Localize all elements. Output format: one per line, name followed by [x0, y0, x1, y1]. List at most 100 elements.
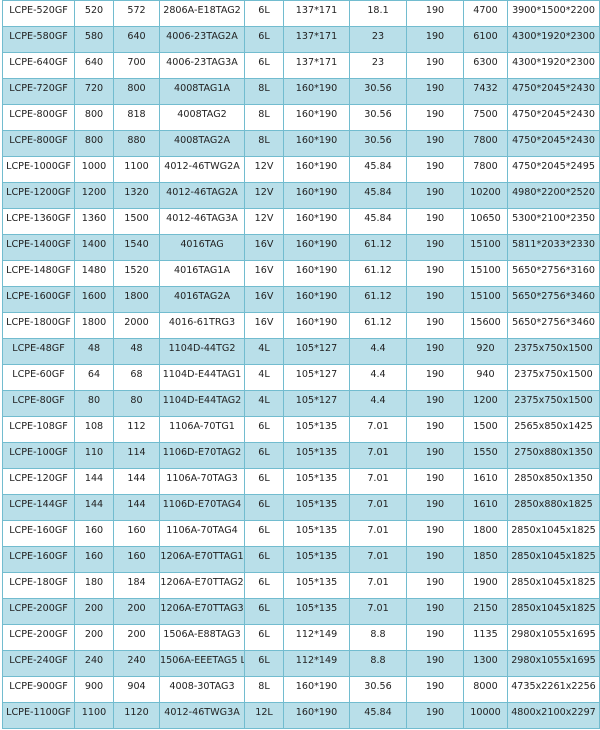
cell-displacement: 7.01 [349, 546, 407, 573]
cell-prime-power: 200 [74, 598, 114, 625]
cell-dimensions: 2850x1045x1825 [507, 546, 600, 573]
cell-weight: 1500 [463, 416, 508, 443]
cell-displacement: 7.01 [349, 598, 407, 625]
cell-displacement: 61.12 [349, 260, 407, 287]
cell-weight: 1135 [463, 624, 508, 651]
cell-cylinders: 4L [244, 338, 284, 365]
cell-engine-model: 4012-46TWG3A [159, 702, 245, 729]
cell-dimensions: 2850x880x1825 [507, 494, 600, 521]
cell-fuel-consumption: 190 [406, 624, 464, 651]
cell-dimensions: 3900*1500*2200 [507, 0, 600, 27]
cell-fuel-consumption: 190 [406, 52, 464, 79]
cell-fuel-consumption: 190 [406, 182, 464, 209]
cell-dimensions: 5300*2100*2350 [507, 208, 600, 235]
cell-cylinders: 8L [244, 78, 284, 105]
cell-standby-power: 80 [113, 390, 160, 417]
cell-dimensions: 2565x850x1425 [507, 416, 600, 443]
cell-bore-stroke: 105*135 [283, 416, 350, 443]
cell-cylinders: 4L [244, 364, 284, 391]
cell-model: LCPE-1200GF [2, 182, 75, 209]
cell-model: LCPE-520GF [2, 0, 75, 27]
table-row: LCPE-1400GF 1400 1540 4016TAG 16V 160*190 61.1… [2, 234, 600, 261]
cell-engine-model: 4016TAG2A [159, 286, 245, 313]
cell-cylinders: 6L [244, 52, 284, 79]
cell-standby-power: 160 [113, 546, 160, 573]
cell-dimensions: 5650*2756*3460 [507, 286, 600, 313]
cell-weight: 7800 [463, 130, 508, 157]
cell-weight: 1550 [463, 442, 508, 469]
cell-cylinders: 6L [244, 624, 284, 651]
cell-displacement: 61.12 [349, 312, 407, 339]
cell-model: LCPE-144GF [2, 494, 75, 521]
cell-displacement: 61.12 [349, 286, 407, 313]
cell-model: LCPE-1600GF [2, 286, 75, 313]
cell-engine-model: 4016-61TRG3 [159, 312, 245, 339]
cell-cylinders: 6L [244, 546, 284, 573]
cell-cylinders: 12L [244, 702, 284, 729]
cell-standby-power: 68 [113, 364, 160, 391]
cell-model: LCPE-580GF [2, 26, 75, 53]
cell-engine-model: 4008TAG1A [159, 78, 245, 105]
table-row: LCPE-580GF 580 640 4006-23TAG2A 6L 137*171 23 1… [2, 26, 600, 53]
cell-fuel-consumption: 190 [406, 0, 464, 27]
cell-weight: 15600 [463, 312, 508, 339]
cell-bore-stroke: 105*127 [283, 364, 350, 391]
cell-engine-model: 1106D-E70TAG4 [159, 494, 245, 521]
cell-weight: 6300 [463, 52, 508, 79]
cell-prime-power: 720 [74, 78, 114, 105]
cell-weight: 4700 [463, 0, 508, 27]
cell-weight: 1900 [463, 572, 508, 599]
cell-standby-power: 1100 [113, 156, 160, 183]
cell-dimensions: 4300*1920*2300 [507, 26, 600, 53]
cell-fuel-consumption: 190 [406, 130, 464, 157]
cell-engine-model: 1106A-70TAG3 [159, 468, 245, 495]
cell-weight: 7432 [463, 78, 508, 105]
cell-fuel-consumption: 190 [406, 104, 464, 131]
cell-displacement: 23 [349, 52, 407, 79]
table-row: LCPE-1800GF 1800 2000 4016-61TRG3 16V 160*190… [2, 312, 600, 339]
cell-prime-power: 1360 [74, 208, 114, 235]
cell-dimensions: 4750*2045*2430 [507, 104, 600, 131]
cell-standby-power: 818 [113, 104, 160, 131]
cell-prime-power: 800 [74, 104, 114, 131]
cell-engine-model: 4016TAG [159, 234, 245, 261]
cell-cylinders: 4L [244, 390, 284, 417]
table-row: LCPE-200GF 200 200 1506A-E88TAG3 6L 112*149 8.… [2, 624, 600, 651]
cell-displacement: 61.12 [349, 234, 407, 261]
cell-displacement: 23 [349, 26, 407, 53]
cell-bore-stroke: 160*190 [283, 676, 350, 703]
cell-displacement: 18.1 [349, 0, 407, 27]
cell-prime-power: 1000 [74, 156, 114, 183]
table-row: LCPE-160GF 160 160 1206A-E70TTAG1 6L 105*135 7… [2, 546, 600, 573]
cell-dimensions: 2750x880x1350 [507, 442, 600, 469]
cell-dimensions: 5811*2033*2330 [507, 234, 600, 261]
cell-engine-model: 2806A-E18TAG2 [159, 0, 245, 27]
cell-fuel-consumption: 190 [406, 312, 464, 339]
cell-displacement: 30.56 [349, 78, 407, 105]
cell-engine-model: 1104D-E44TAG1 [159, 364, 245, 391]
cell-displacement: 7.01 [349, 416, 407, 443]
cell-bore-stroke: 105*135 [283, 520, 350, 547]
cell-model: LCPE-1100GF [2, 702, 75, 729]
cell-dimensions: 5650*2756*3460 [507, 312, 600, 339]
cell-engine-model: 1106D-E70TAG2 [159, 442, 245, 469]
cell-cylinders: 12V [244, 182, 284, 209]
cell-weight: 920 [463, 338, 508, 365]
cell-bore-stroke: 105*127 [283, 390, 350, 417]
table-row: LCPE-240GF 240 240 1506A-EEETAG5 L 6L 112*149… [2, 650, 600, 677]
cell-cylinders: 12V [244, 208, 284, 235]
cell-weight: 940 [463, 364, 508, 391]
cell-standby-power: 144 [113, 468, 160, 495]
cell-dimensions: 4750*2045*2430 [507, 130, 600, 157]
table-row: LCPE-48GF 48 48 1104D-44TG2 4L 105*127 4.4 190 9… [2, 338, 600, 365]
cell-model: LCPE-48GF [2, 338, 75, 365]
cell-standby-power: 904 [113, 676, 160, 703]
cell-model: LCPE-200GF [2, 598, 75, 625]
cell-fuel-consumption: 190 [406, 390, 464, 417]
cell-engine-model: 4012-46TAG3A [159, 208, 245, 235]
cell-fuel-consumption: 190 [406, 520, 464, 547]
cell-engine-model: 1206A-E70TTAG2 [159, 572, 245, 599]
cell-displacement: 30.56 [349, 104, 407, 131]
cell-fuel-consumption: 190 [406, 364, 464, 391]
cell-standby-power: 1520 [113, 260, 160, 287]
